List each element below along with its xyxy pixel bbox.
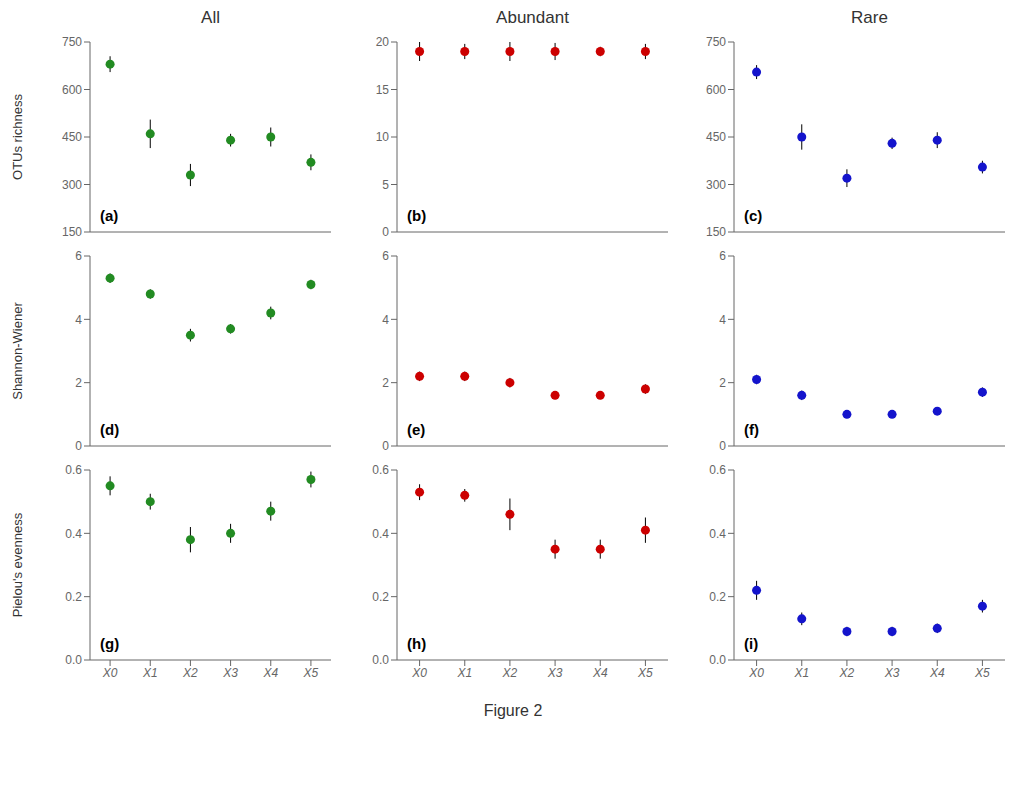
svg-text:X2: X2: [502, 666, 518, 680]
svg-text:0.0: 0.0: [709, 653, 726, 667]
svg-text:150: 150: [706, 225, 726, 239]
svg-text:600: 600: [706, 83, 726, 97]
svg-text:0.4: 0.4: [65, 527, 82, 541]
html-text:(e): (e): [407, 421, 426, 438]
html-text:(d): (d): [100, 421, 120, 438]
svg-text:0.2: 0.2: [709, 590, 726, 604]
svg-text:0.4: 0.4: [709, 527, 726, 541]
html-text:(b): (b): [407, 207, 427, 224]
svg-text:4: 4: [75, 313, 82, 327]
svg-text:0: 0: [719, 439, 726, 453]
svg-text:300: 300: [62, 178, 82, 192]
html-text:Rare: Rare: [851, 8, 888, 27]
svg-text:0: 0: [382, 225, 389, 239]
svg-text:5: 5: [382, 178, 389, 192]
svg-text:0.2: 0.2: [372, 590, 389, 604]
svg-text:Shannon-Wiener: Shannon-Wiener: [10, 302, 25, 400]
svg-text:0.0: 0.0: [65, 653, 82, 667]
svg-text:10: 10: [376, 130, 390, 144]
svg-text:X5: X5: [303, 666, 319, 680]
svg-text:2: 2: [719, 376, 726, 390]
svg-text:0: 0: [75, 439, 82, 453]
svg-text:0.6: 0.6: [65, 463, 82, 477]
html-text:(g): (g): [100, 635, 120, 652]
svg-text:6: 6: [719, 249, 726, 263]
svg-text:X3: X3: [547, 666, 563, 680]
html-text:(f): (f): [744, 421, 759, 438]
svg-text:OTUs richness: OTUs richness: [10, 94, 25, 180]
svg-text:X0: X0: [748, 666, 764, 680]
svg-text:450: 450: [706, 130, 726, 144]
html-text:(i): (i): [744, 635, 759, 652]
svg-text:0.6: 0.6: [372, 463, 389, 477]
html-text:Abundant: Abundant: [496, 8, 569, 27]
svg-text:750: 750: [706, 35, 726, 49]
svg-text:0.2: 0.2: [65, 590, 82, 604]
svg-text:300: 300: [706, 178, 726, 192]
svg-text:0: 0: [382, 439, 389, 453]
svg-text:2: 2: [382, 376, 389, 390]
svg-text:X4: X4: [592, 666, 608, 680]
svg-text:X3: X3: [222, 666, 238, 680]
svg-text:0.6: 0.6: [709, 463, 726, 477]
svg-text:0.4: 0.4: [372, 527, 389, 541]
svg-text:X3: X3: [884, 666, 900, 680]
svg-text:4: 4: [382, 313, 389, 327]
html-text:(a): (a): [100, 207, 119, 224]
svg-text:X0: X0: [411, 666, 427, 680]
svg-text:6: 6: [382, 249, 389, 263]
svg-text:150: 150: [62, 225, 82, 239]
html-text:(c): (c): [744, 207, 763, 224]
svg-text:Pielou's evenness: Pielou's evenness: [10, 512, 25, 617]
svg-text:X1: X1: [793, 666, 809, 680]
svg-text:6: 6: [75, 249, 82, 263]
svg-text:X4: X4: [262, 666, 278, 680]
svg-text:X5: X5: [974, 666, 990, 680]
html-text:(h): (h): [407, 635, 427, 652]
svg-text:X2: X2: [182, 666, 198, 680]
svg-text:X0: X0: [102, 666, 118, 680]
svg-text:X1: X1: [456, 666, 472, 680]
svg-text:20: 20: [376, 35, 390, 49]
svg-text:2: 2: [75, 376, 82, 390]
svg-text:600: 600: [62, 83, 82, 97]
svg-text:15: 15: [376, 83, 390, 97]
svg-text:X2: X2: [839, 666, 855, 680]
svg-text:750: 750: [62, 35, 82, 49]
html-text:All: All: [201, 8, 220, 27]
svg-text:X5: X5: [637, 666, 653, 680]
svg-text:X4: X4: [929, 666, 945, 680]
svg-text:0.0: 0.0: [372, 653, 389, 667]
svg-text:X1: X1: [142, 666, 158, 680]
html-text:Figure 2: Figure 2: [483, 702, 543, 719]
svg-text:450: 450: [62, 130, 82, 144]
svg-text:4: 4: [719, 313, 726, 327]
